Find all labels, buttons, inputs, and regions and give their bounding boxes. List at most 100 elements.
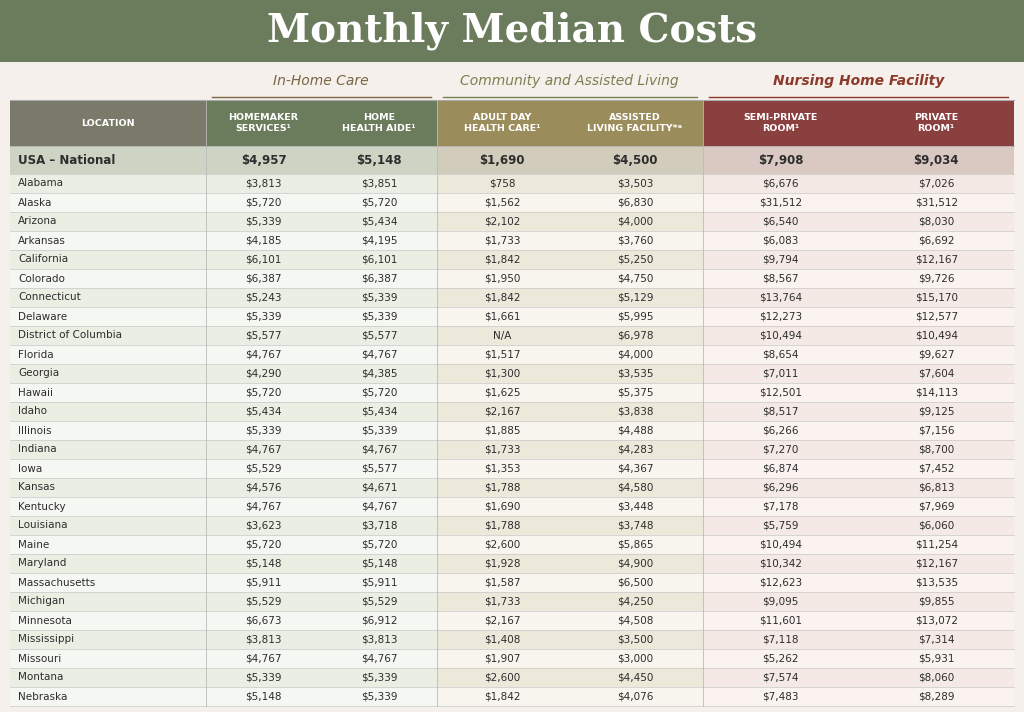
Bar [702,383,858,402]
Text: $8,289: $8,289 [918,691,954,701]
Text: $1,928: $1,928 [483,558,520,568]
Bar [436,231,567,250]
Text: $6,874: $6,874 [762,464,799,473]
Text: $5,339: $5,339 [360,426,397,436]
Text: Arkansas: Arkansas [18,236,66,246]
Text: $4,900: $4,900 [616,558,653,568]
Bar [702,402,858,421]
Bar [322,364,436,383]
Text: N/A: N/A [493,330,511,340]
Text: $5,720: $5,720 [360,197,397,207]
Bar [206,146,322,174]
Bar [206,269,322,288]
Bar [322,573,436,592]
Text: $7,483: $7,483 [762,691,799,701]
Bar [858,146,1014,174]
Bar [702,421,858,440]
Text: LOCATION: LOCATION [81,118,135,127]
Bar [858,535,1014,554]
Bar [702,573,858,592]
Text: $5,434: $5,434 [246,407,282,417]
Text: $4,750: $4,750 [616,273,653,283]
Bar [436,611,567,630]
Bar [206,383,322,402]
Bar [206,592,322,611]
Bar [567,307,702,326]
Bar [206,421,322,440]
Text: $13,764: $13,764 [759,293,802,303]
Text: $9,855: $9,855 [918,597,954,607]
Bar [206,668,322,687]
Text: $3,718: $3,718 [360,520,397,530]
Text: $12,577: $12,577 [914,312,957,322]
Bar [322,402,436,421]
Text: $1,562: $1,562 [483,197,520,207]
Text: Maine: Maine [18,540,49,550]
Text: $5,243: $5,243 [246,293,282,303]
Text: Nebraska: Nebraska [18,691,68,701]
Text: $1,733: $1,733 [483,444,520,454]
Bar [322,326,436,345]
Bar [436,174,567,193]
Bar [702,535,858,554]
Text: $7,118: $7,118 [762,634,799,644]
Bar [10,326,206,345]
Text: $5,720: $5,720 [360,540,397,550]
Text: $1,625: $1,625 [483,387,520,397]
Bar [567,250,702,269]
Bar [206,193,322,212]
Bar [702,212,858,231]
Bar [858,231,1014,250]
Bar [858,174,1014,193]
Text: $6,673: $6,673 [246,615,282,626]
Text: $2,600: $2,600 [483,540,520,550]
Text: $13,535: $13,535 [914,577,957,587]
Text: $7,969: $7,969 [918,501,954,511]
Text: $5,148: $5,148 [246,558,282,568]
Text: HOMEMAKER
SERVICES¹: HOMEMAKER SERVICES¹ [228,113,299,133]
Text: Massachusetts: Massachusetts [18,577,95,587]
Text: $5,911: $5,911 [360,577,397,587]
Bar [858,611,1014,630]
Bar [858,440,1014,459]
Bar [702,668,858,687]
Bar [10,459,206,478]
Text: District of Columbia: District of Columbia [18,330,122,340]
Text: $4,580: $4,580 [616,483,653,493]
Text: $12,623: $12,623 [759,577,802,587]
Bar [702,630,858,649]
Bar [322,250,436,269]
Bar [858,402,1014,421]
Text: $1,408: $1,408 [483,634,520,644]
Text: $9,627: $9,627 [918,350,954,360]
Bar [10,364,206,383]
Bar [322,269,436,288]
Text: $5,339: $5,339 [246,312,282,322]
Text: $3,760: $3,760 [616,236,653,246]
Text: $4,385: $4,385 [360,369,397,379]
Text: $7,452: $7,452 [918,464,954,473]
Bar [567,630,702,649]
Bar [567,402,702,421]
Bar [436,440,567,459]
Text: $6,387: $6,387 [246,273,282,283]
Bar [206,231,322,250]
Text: Idaho: Idaho [18,407,47,417]
Bar [10,421,206,440]
Bar [858,307,1014,326]
Text: Kentucky: Kentucky [18,501,66,511]
Text: $6,813: $6,813 [918,483,954,493]
Bar [567,288,702,307]
Bar [10,231,206,250]
Text: Hawaii: Hawaii [18,387,53,397]
Bar [436,497,567,516]
Text: $3,535: $3,535 [616,369,653,379]
Text: $10,342: $10,342 [759,558,802,568]
Bar [567,440,702,459]
Bar [10,212,206,231]
Bar [322,231,436,250]
Text: $1,907: $1,907 [483,654,520,664]
Text: $4,767: $4,767 [246,444,282,454]
Text: $5,865: $5,865 [616,540,653,550]
Bar [436,326,567,345]
